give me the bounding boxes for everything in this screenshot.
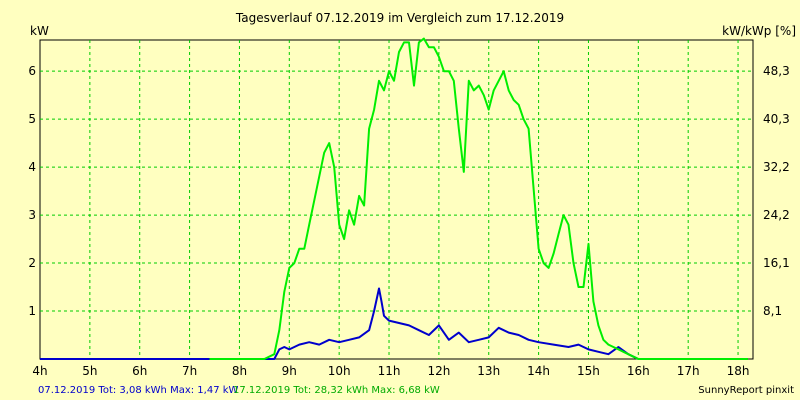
y-tick-label-right: 32,2 <box>763 160 790 174</box>
x-tick-label: 5h <box>82 364 97 378</box>
x-tick-label: 6h <box>132 364 147 378</box>
x-tick-label: 7h <box>182 364 197 378</box>
legend-series-2: 17.12.2019 Tot: 28,32 kWh Max: 6,68 kW <box>233 385 440 396</box>
y-axis-label-left: kW <box>30 24 49 38</box>
y-axis-label-right: kW/kWp [%] <box>722 24 796 38</box>
y-tick-label-left: 3 <box>28 208 36 222</box>
y-tick-labels-right: 8,1 16,1 24,2 32,2 40,3 48,3 <box>763 64 790 318</box>
x-tick-label: 15h <box>577 364 600 378</box>
x-tick-label: 11h <box>378 364 401 378</box>
x-tick-label: 10h <box>328 364 351 378</box>
series-lines <box>40 37 748 360</box>
x-tick-label: 9h <box>282 364 297 378</box>
plot-area <box>39 39 754 360</box>
x-tick-label: 14h <box>527 364 550 378</box>
x-tick-label: 18h <box>727 364 750 378</box>
x-tick-label: 8h <box>232 364 247 378</box>
series-line-1 <box>40 287 748 360</box>
x-tick-label: 13h <box>477 364 500 378</box>
y-tick-label-left: 6 <box>28 64 36 78</box>
y-tick-label-right: 24,2 <box>763 208 790 222</box>
x-tick-label: 17h <box>677 364 700 378</box>
x-tick-label: 16h <box>627 364 650 378</box>
y-tick-label-right: 16,1 <box>763 256 790 270</box>
y-tick-label-left: 1 <box>28 304 36 318</box>
x-tick-label: 4h <box>32 364 47 378</box>
legend-series-1: 07.12.2019 Tot: 3,08 kWh Max: 1,47 kW <box>38 385 239 396</box>
y-tick-label-right: 48,3 <box>763 64 790 78</box>
y-tick-label-left: 4 <box>28 160 36 174</box>
y-tick-label-right: 8,1 <box>763 304 782 318</box>
y-tick-label-left: 5 <box>28 112 36 126</box>
brand-label: SunnyReport pinxit <box>698 385 794 396</box>
x-tick-label: 12h <box>427 364 450 378</box>
y-tick-label-left: 2 <box>28 256 36 270</box>
x-tick-labels: 4h 5h 6h 7h 8h 9h 10h 11h 12h 13h 14h 15h 16h 17h 18h <box>32 364 749 378</box>
y-tick-label-right: 40,3 <box>763 112 790 126</box>
y-tick-labels-left: 1 2 3 4 5 6 <box>28 64 36 318</box>
series-line-2 <box>209 37 748 360</box>
chart-title: Tagesverlauf 07.12.2019 im Vergleich zum… <box>235 11 564 25</box>
